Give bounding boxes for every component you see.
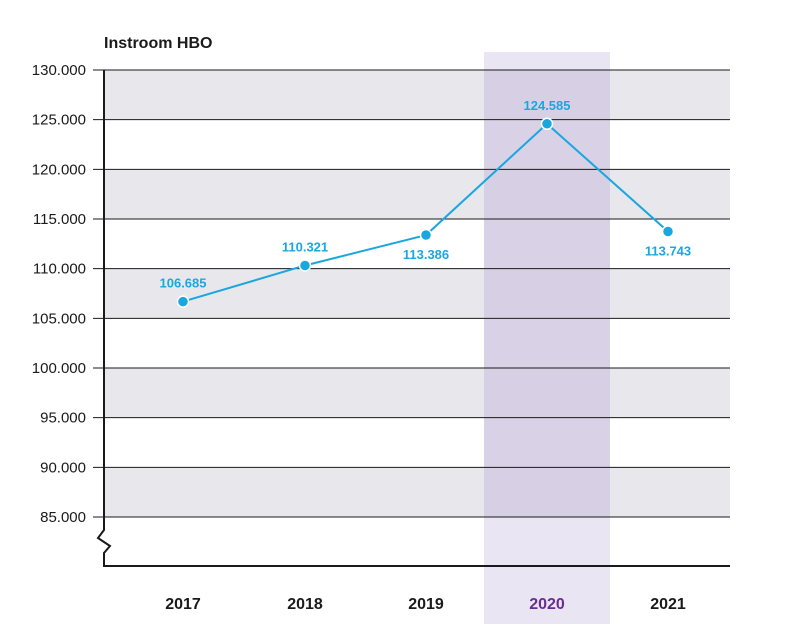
x-tick-label: 2019 [408, 596, 444, 613]
data-point [540, 117, 554, 131]
x-tick-label: 2021 [650, 596, 686, 613]
data-label: 113.386 [403, 247, 449, 262]
data-point [176, 295, 190, 308]
x-tick-label: 2017 [165, 596, 201, 613]
chart-title: Instroom HBO [104, 35, 212, 52]
y-tick-labels: 85.000 90.000 95.000 100.000 105.000 110.000 1… [32, 62, 86, 526]
band [104, 467, 730, 517]
y-tick-label: 105.000 [32, 310, 86, 327]
x-tick-labels: 2017 2018 2019 2020 2021 [165, 596, 686, 613]
band [104, 119, 730, 170]
y-tick-label: 130.000 [32, 62, 86, 79]
x-tick-label: 2018 [287, 596, 323, 613]
band [104, 318, 730, 368]
data-point [661, 225, 675, 238]
y-tick-label: 115.000 [33, 211, 86, 228]
axis-lines [96, 70, 730, 567]
band [104, 169, 730, 219]
data-label: 113.743 [645, 243, 691, 258]
series [176, 117, 675, 308]
y-tick-label: 90.000 [40, 459, 86, 476]
gridlines [93, 69, 730, 518]
x-tick-label: 2020 [529, 596, 565, 613]
y-tick-label: 120.000 [32, 161, 86, 178]
y-tick-label: 100.000 [32, 360, 86, 377]
band [104, 417, 730, 468]
y-tick-label: 125.000 [32, 112, 86, 129]
data-point [298, 259, 312, 272]
axes [96, 70, 730, 567]
band [104, 70, 730, 120]
band [104, 219, 730, 269]
data-labels: 106.685 110.321 113.386 124.585 113.743 [160, 98, 692, 291]
y-tick-label: 95.000 [40, 410, 86, 427]
data-label: 110.321 [282, 239, 328, 254]
data-label: 106.685 [160, 276, 207, 291]
y-tick-label: 110.000 [33, 261, 86, 278]
band [104, 368, 730, 418]
highlight-overlay [484, 70, 610, 517]
highlight-rect [484, 52, 610, 624]
background-bands [104, 70, 730, 517]
data-label: 124.585 [524, 98, 571, 113]
highlight-band [484, 52, 610, 624]
y-tick-label: 85.000 [40, 509, 86, 526]
data-point [419, 228, 433, 242]
